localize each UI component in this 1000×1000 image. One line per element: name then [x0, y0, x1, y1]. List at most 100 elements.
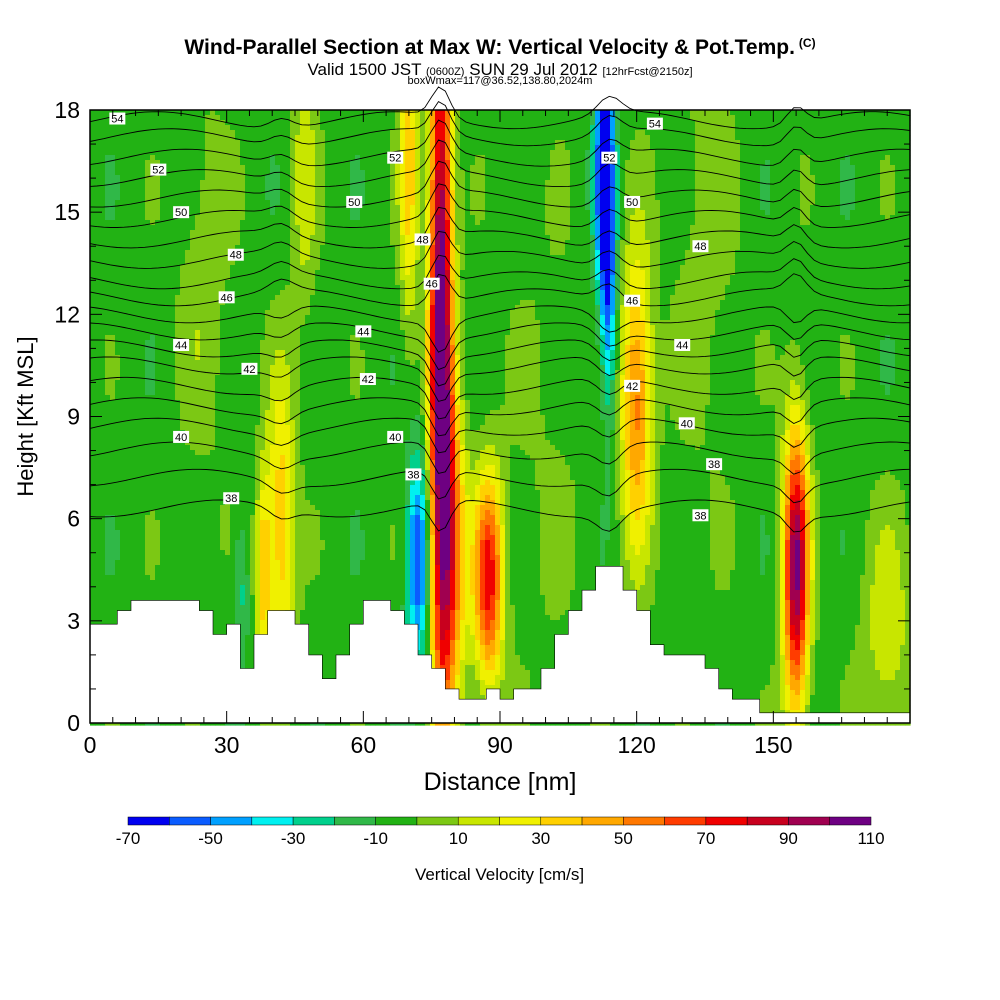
- w-cell: [870, 115, 876, 121]
- chart-title: Wind-Parallel Section at Max W: Vertical…: [0, 36, 1000, 60]
- w-cell: [150, 250, 156, 256]
- w-cell: [895, 150, 901, 156]
- w-cell: [515, 245, 521, 251]
- w-cell: [765, 150, 771, 156]
- w-cell: [595, 225, 601, 231]
- w-cell: [415, 255, 421, 261]
- w-cell: [240, 245, 246, 251]
- w-cell: [440, 235, 446, 241]
- w-cell: [895, 170, 901, 176]
- w-cell: [310, 235, 316, 241]
- w-cell: [515, 135, 521, 141]
- w-cell: [155, 260, 161, 266]
- w-cell: [875, 115, 881, 121]
- w-cell: [790, 235, 796, 241]
- w-cell: [905, 250, 911, 256]
- w-cell: [405, 110, 411, 116]
- w-cell: [295, 185, 301, 191]
- w-cell: [565, 135, 571, 141]
- w-cell: [635, 160, 641, 166]
- w-cell: [865, 180, 871, 186]
- w-cell: [635, 250, 641, 256]
- w-cell: [605, 145, 611, 151]
- w-cell: [375, 160, 381, 166]
- w-cell: [565, 160, 571, 166]
- w-cell: [400, 140, 406, 146]
- w-cell: [135, 195, 141, 201]
- w-cell: [665, 135, 671, 141]
- w-cell: [365, 170, 371, 176]
- w-cell: [320, 200, 326, 206]
- w-cell: [535, 225, 541, 231]
- w-cell: [675, 220, 681, 226]
- w-cell: [300, 230, 306, 236]
- w-cell: [560, 195, 566, 201]
- w-cell: [355, 160, 361, 166]
- w-cell: [520, 200, 526, 206]
- w-cell: [805, 230, 811, 236]
- w-cell: [315, 170, 321, 176]
- w-cell: [675, 180, 681, 186]
- w-cell: [840, 110, 846, 116]
- w-cell: [840, 215, 846, 221]
- w-cell: [300, 255, 306, 261]
- w-cell: [740, 195, 746, 201]
- w-cell: [95, 240, 101, 246]
- w-cell: [225, 190, 231, 196]
- w-cell: [835, 170, 841, 176]
- w-cell: [810, 175, 816, 181]
- w-cell: [895, 115, 901, 121]
- w-cell: [530, 185, 536, 191]
- w-cell: [580, 155, 586, 161]
- w-cell: [225, 205, 231, 211]
- w-cell: [200, 130, 206, 136]
- w-cell: [595, 220, 601, 226]
- w-cell: [410, 185, 416, 191]
- w-cell: [870, 205, 876, 211]
- w-cell: [775, 125, 781, 131]
- w-cell: [295, 245, 301, 251]
- w-cell: [250, 135, 256, 141]
- w-cell: [655, 135, 661, 141]
- w-cell: [545, 185, 551, 191]
- w-cell: [520, 130, 526, 136]
- w-cell: [120, 210, 126, 216]
- w-cell: [95, 115, 101, 121]
- w-cell: [120, 180, 126, 186]
- w-cell: [130, 120, 136, 126]
- w-cell: [760, 185, 766, 191]
- w-cell: [870, 125, 876, 131]
- w-cell: [600, 230, 606, 236]
- w-cell: [685, 155, 691, 161]
- w-cell: [510, 120, 516, 126]
- w-cell: [775, 210, 781, 216]
- w-cell: [570, 165, 576, 171]
- w-cell: [500, 225, 506, 231]
- w-cell: [480, 225, 486, 231]
- w-cell: [655, 250, 661, 256]
- w-cell: [390, 115, 396, 121]
- w-cell: [230, 240, 236, 246]
- w-cell: [335, 125, 341, 131]
- w-cell: [220, 170, 226, 176]
- w-cell: [805, 255, 811, 261]
- w-cell: [835, 185, 841, 191]
- w-cell: [755, 190, 761, 196]
- w-cell: [130, 180, 136, 186]
- w-cell: [145, 245, 151, 251]
- w-cell: [825, 215, 831, 221]
- w-cell: [455, 180, 461, 186]
- w-cell: [210, 155, 216, 161]
- w-cell: [690, 155, 696, 161]
- w-cell: [660, 240, 666, 246]
- w-cell: [370, 135, 376, 141]
- w-cell: [815, 140, 821, 146]
- w-cell: [810, 165, 816, 171]
- w-cell: [760, 165, 766, 171]
- w-cell: [575, 115, 581, 121]
- w-cell: [575, 170, 581, 176]
- w-cell: [570, 235, 576, 241]
- w-cell: [720, 190, 726, 196]
- w-cell: [590, 155, 596, 161]
- w-cell: [560, 220, 566, 226]
